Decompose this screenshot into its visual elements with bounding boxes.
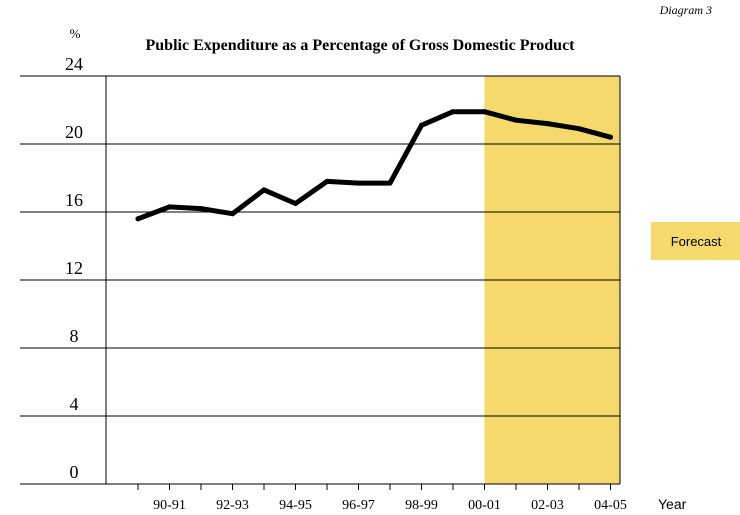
data-point-01-02: [513, 117, 519, 123]
series-line-public-expenditure: [135, 109, 613, 222]
data-point-00-01: [482, 109, 487, 115]
x-tick-label: 94-95: [279, 498, 312, 513]
data-point-91-92: [198, 206, 204, 212]
y-tick-label: 24: [65, 54, 83, 74]
data-point-02-03: [545, 121, 550, 127]
data-point-94-95: [293, 201, 298, 206]
data-point-92-93: [230, 211, 235, 217]
x-tick-label: 02-03: [531, 498, 564, 513]
data-point-03-04: [576, 126, 582, 132]
x-tick-label: 90-91: [153, 498, 186, 513]
data-point-04-05: [608, 134, 613, 140]
data-point-98-99: [419, 122, 424, 128]
chart-title: Public Expenditure as a Percentage of Gr…: [146, 37, 576, 54]
data-point-96-97: [356, 180, 361, 186]
x-tick-label: 92-93: [216, 498, 249, 513]
y-axis-ticks: 0 4 8 12 16 20 24: [65, 54, 83, 482]
x-tick-label: 00-01: [468, 498, 501, 513]
x-tick-label: 98-99: [405, 498, 438, 513]
data-point-89-90: [135, 216, 141, 222]
data-point-93-94: [261, 187, 267, 193]
y-axis-label: %: [70, 26, 81, 41]
forecast-legend-label: Forecast: [671, 234, 722, 249]
diagram-label: Diagram 3: [659, 3, 712, 17]
x-tick-label: 96-97: [342, 498, 375, 513]
x-tick-label: 04-05: [594, 498, 627, 513]
data-points: [135, 109, 613, 222]
data-point-97-98: [387, 180, 393, 186]
data-point-90-91: [167, 204, 172, 210]
y-tick-label: 20: [65, 122, 83, 142]
x-axis-label: Year: [658, 496, 687, 512]
data-point-99-00: [450, 109, 456, 115]
y-tick-label: 12: [65, 258, 83, 278]
y-tick-label: 4: [70, 394, 79, 414]
y-tick-label: 0: [70, 462, 79, 482]
x-axis-ticks: 90-91 92-93 94-95 96-97 98-99 00-01 02-03 04-05: [137, 484, 627, 513]
y-tick-label: 8: [70, 326, 79, 346]
data-point-95-96: [324, 178, 330, 184]
forecast-legend: Forecast: [651, 222, 740, 260]
forecast-legend-box: [651, 222, 740, 260]
y-tick-label: 16: [65, 190, 83, 210]
